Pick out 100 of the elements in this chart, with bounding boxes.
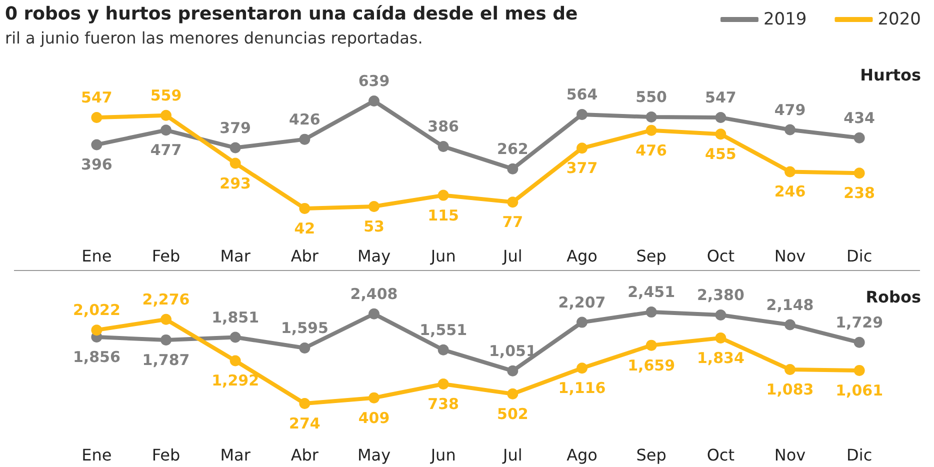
- data-label: 1,116: [558, 379, 606, 398]
- x-tick-label: Feb: [152, 446, 180, 464]
- x-tick-label: Ago: [566, 446, 598, 464]
- data-label: 1,061: [836, 381, 884, 400]
- data-label: 377: [566, 159, 598, 178]
- data-label: 77: [502, 213, 524, 232]
- data-label: 274: [289, 414, 320, 432]
- data-label: 559: [150, 86, 182, 104]
- x-tick-label: May: [357, 246, 391, 266]
- point: [299, 342, 310, 354]
- data-label: 115: [428, 206, 459, 224]
- x-tick-label: Nov: [774, 446, 806, 464]
- data-label: 2,276: [142, 290, 190, 308]
- point: [576, 316, 588, 328]
- point: [91, 324, 102, 336]
- point: [438, 344, 449, 356]
- point: [715, 310, 726, 321]
- point: [854, 336, 865, 348]
- point: [854, 168, 865, 179]
- point: [299, 202, 310, 214]
- point: [368, 308, 380, 320]
- point: [784, 319, 796, 330]
- x-tick-label: Abr: [290, 246, 319, 266]
- x-tick-label: Mar: [220, 246, 251, 266]
- data-label: 2,148: [766, 296, 814, 314]
- point: [784, 166, 796, 178]
- point: [507, 365, 518, 376]
- point: [507, 388, 518, 400]
- point: [646, 340, 657, 351]
- data-label: 246: [774, 182, 806, 201]
- point: [646, 124, 657, 136]
- data-label: 386: [428, 118, 459, 136]
- data-label: 502: [497, 404, 528, 423]
- point: [91, 139, 102, 150]
- x-tick-label: Jul: [502, 446, 522, 464]
- point: [715, 128, 726, 140]
- point: [715, 332, 726, 344]
- point: [854, 364, 865, 376]
- x-tick-label: Sep: [636, 246, 666, 266]
- data-label: 262: [497, 140, 528, 158]
- point: [368, 200, 380, 212]
- data-label: 53: [364, 217, 384, 236]
- data-label: 1,083: [766, 380, 814, 399]
- x-tick-label: Mar: [220, 446, 251, 464]
- point: [91, 112, 102, 124]
- data-label: 1,834: [696, 348, 744, 367]
- point: [507, 163, 518, 174]
- data-label: 477: [150, 141, 182, 160]
- point: [299, 134, 310, 145]
- data-label: 379: [220, 118, 251, 137]
- point: [784, 124, 796, 136]
- x-tick-label: Abr: [290, 446, 319, 464]
- point: [230, 142, 241, 154]
- x-tick-label: Jun: [430, 246, 456, 266]
- point: [576, 142, 588, 154]
- data-label: 2,408: [350, 284, 398, 303]
- point: [576, 108, 588, 120]
- data-label: 1,787: [142, 350, 190, 369]
- data-label: 564: [566, 85, 598, 104]
- legend-label: 2019: [763, 10, 807, 30]
- point: [299, 398, 310, 409]
- point: [160, 110, 172, 121]
- chart-subtitle: ril a junio fueron las menores denuncias reportadas.: [5, 28, 423, 48]
- data-label: 293: [220, 174, 251, 192]
- point: [230, 158, 241, 169]
- data-label: 1,659: [628, 356, 676, 374]
- data-label: 547: [705, 88, 736, 107]
- x-tick-label: Oct: [706, 246, 735, 266]
- x-tick-label: Jul: [502, 246, 522, 266]
- data-label: 476: [636, 141, 667, 160]
- point: [438, 141, 449, 152]
- point: [160, 314, 172, 325]
- x-tick-label: Nov: [774, 246, 806, 266]
- data-label: 479: [774, 100, 806, 119]
- point: [438, 378, 449, 390]
- x-tick-label: Oct: [706, 446, 735, 464]
- data-label: 396: [81, 156, 112, 174]
- data-label: 434: [844, 108, 875, 127]
- data-label: 1,292: [212, 372, 260, 390]
- point: [160, 124, 172, 136]
- data-label: 2,380: [696, 286, 744, 304]
- chart-title: 0 robos y hurtos presentaron una caída desde el mes de: [5, 4, 578, 24]
- data-label: 2,451: [628, 283, 676, 302]
- data-label: 1,851: [212, 308, 260, 326]
- point: [854, 132, 865, 144]
- data-label: 409: [358, 408, 390, 427]
- x-tick-label: Dic: [846, 246, 872, 266]
- point: [646, 112, 657, 122]
- text: Robos: [866, 288, 921, 306]
- x-tick-label: Ene: [82, 246, 112, 266]
- x-tick-label: Dic: [846, 446, 872, 464]
- data-label: 426: [289, 110, 320, 128]
- data-label: 238: [844, 184, 875, 202]
- data-label: 1,595: [280, 319, 328, 338]
- point: [368, 95, 380, 106]
- data-label: 547: [81, 88, 112, 107]
- data-label: 1,856: [72, 348, 120, 366]
- point: [646, 306, 657, 318]
- point: [230, 332, 241, 343]
- data-label: 1,051: [488, 342, 536, 360]
